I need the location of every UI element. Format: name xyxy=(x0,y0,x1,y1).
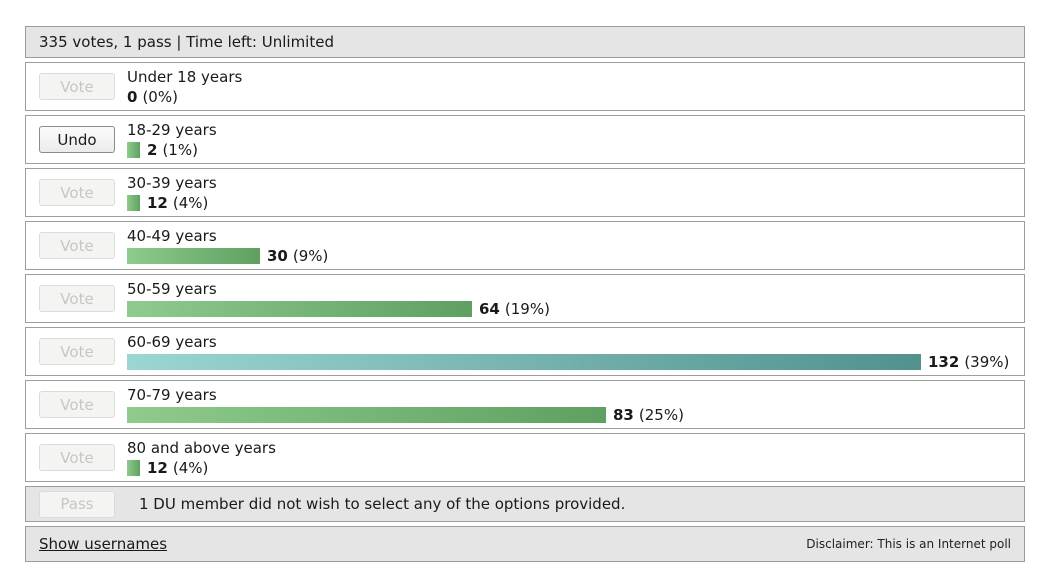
option-content: 60-69 years 132 (39%) xyxy=(127,333,1014,371)
poll-option-row: Vote 80 and above years 12 (4%) xyxy=(25,433,1025,482)
vote-button-column: Vote xyxy=(39,285,127,312)
vote-percent: (9%) xyxy=(292,247,329,265)
option-content: 40-49 years 30 (9%) xyxy=(127,227,1014,265)
option-label: 80 and above years xyxy=(127,438,276,457)
vote-button: Vote xyxy=(39,444,115,471)
result-bar xyxy=(127,460,140,476)
option-content: 70-79 years 83 (25%) xyxy=(127,386,1014,424)
option-label: 30-39 years xyxy=(127,173,217,192)
vote-count: 132 xyxy=(928,353,960,371)
show-usernames-link[interactable]: Show usernames xyxy=(39,535,168,553)
vote-count: 30 xyxy=(267,247,288,265)
vote-button-column: Vote xyxy=(39,73,127,100)
vote-percent: (19%) xyxy=(504,300,550,318)
vote-count: 2 xyxy=(147,141,158,159)
poll-option-row: Vote 50-59 years 64 (19%) xyxy=(25,274,1025,323)
poll-status-text: 335 votes, 1 pass | Time left: Unlimited xyxy=(39,33,334,51)
disclaimer-text: Disclaimer: This is an Internet poll xyxy=(806,537,1011,551)
vote-button: Vote xyxy=(39,285,115,312)
vote-button: Vote xyxy=(39,232,115,259)
result-row: 12 (4%) xyxy=(127,459,1014,477)
pass-button: Pass xyxy=(39,490,115,518)
vote-button-column: Vote xyxy=(39,444,127,471)
option-content: 18-29 years 2 (1%) xyxy=(127,121,1014,159)
vote-percent: (39%) xyxy=(964,353,1010,371)
vote-button-column: Vote xyxy=(39,391,127,418)
option-content: 80 and above years 12 (4%) xyxy=(127,439,1014,477)
poll-option-row: Undo 18-29 years 2 (1%) xyxy=(25,115,1025,164)
vote-button-column: Vote xyxy=(39,179,127,206)
result-bar xyxy=(127,407,606,423)
pass-text: 1 DU member did not wish to select any o… xyxy=(139,495,626,513)
vote-button: Vote xyxy=(39,73,115,100)
result-row: 0 (0%) xyxy=(127,88,1014,106)
result-bar xyxy=(127,195,140,211)
poll-status-bar: 335 votes, 1 pass | Time left: Unlimited xyxy=(25,26,1025,58)
poll-options-list: Vote Under 18 years 0 (0%) Undo 18-29 ye… xyxy=(25,62,1025,482)
vote-percent: (0%) xyxy=(142,88,178,106)
result-bar xyxy=(127,248,260,264)
option-label: 18-29 years xyxy=(127,120,217,139)
option-label: Under 18 years xyxy=(127,67,243,86)
result-row: 12 (4%) xyxy=(127,194,1014,212)
poll-widget: 335 votes, 1 pass | Time left: Unlimited… xyxy=(25,26,1025,562)
result-row: 30 (9%) xyxy=(127,247,1014,265)
option-label: 60-69 years xyxy=(127,332,217,351)
vote-percent: (25%) xyxy=(638,406,684,424)
vote-button: Vote xyxy=(39,179,115,206)
vote-percent: (4%) xyxy=(172,459,209,477)
vote-button-column: Vote xyxy=(39,338,127,365)
option-content: Under 18 years 0 (0%) xyxy=(127,67,1014,107)
result-bar xyxy=(127,142,140,158)
pass-row: Pass 1 DU member did not wish to select … xyxy=(25,486,1025,522)
poll-option-row: Vote 40-49 years 30 (9%) xyxy=(25,221,1025,270)
vote-button: Vote xyxy=(39,391,115,418)
result-row: 132 (39%) xyxy=(127,353,1014,371)
option-label: 50-59 years xyxy=(127,279,217,298)
vote-percent: (1%) xyxy=(162,141,198,159)
option-label: 40-49 years xyxy=(127,226,217,245)
result-row: 2 (1%) xyxy=(127,141,1014,159)
result-row: 83 (25%) xyxy=(127,406,1014,424)
option-content: 50-59 years 64 (19%) xyxy=(127,280,1014,318)
vote-button-column: Vote xyxy=(39,232,127,259)
undo-button[interactable]: Undo xyxy=(39,126,115,153)
vote-count: 12 xyxy=(147,194,168,212)
vote-button: Vote xyxy=(39,338,115,365)
poll-footer: Show usernames Disclaimer: This is an In… xyxy=(25,526,1025,562)
vote-percent: (4%) xyxy=(172,194,209,212)
poll-option-row: Vote 70-79 years 83 (25%) xyxy=(25,380,1025,429)
poll-option-row: Vote 30-39 years 12 (4%) xyxy=(25,168,1025,217)
poll-option-row: Vote 60-69 years 132 (39%) xyxy=(25,327,1025,376)
poll-option-row: Vote Under 18 years 0 (0%) xyxy=(25,62,1025,111)
result-bar xyxy=(127,354,921,370)
vote-count: 12 xyxy=(147,459,168,477)
option-label: 70-79 years xyxy=(127,385,217,404)
option-content: 30-39 years 12 (4%) xyxy=(127,174,1014,212)
vote-count: 83 xyxy=(613,406,634,424)
vote-button-column: Undo xyxy=(39,126,127,153)
vote-count: 0 xyxy=(127,88,138,106)
vote-count: 64 xyxy=(479,300,500,318)
result-bar xyxy=(127,301,472,317)
result-row: 64 (19%) xyxy=(127,300,1014,318)
